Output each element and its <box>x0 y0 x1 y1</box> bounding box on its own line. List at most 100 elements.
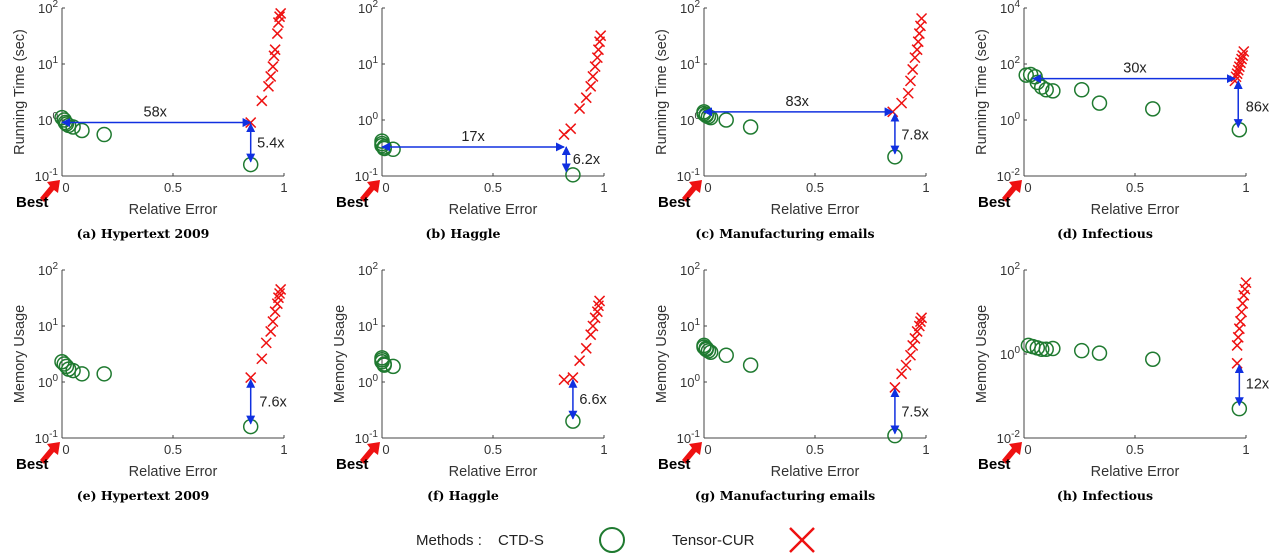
ctd-s-point <box>1045 340 1061 357</box>
y-tick-label: 104 <box>1000 0 1020 16</box>
x-tick-label: 1 <box>600 442 607 457</box>
tensor-cur-point <box>271 28 283 40</box>
tensor-cur-point <box>595 30 607 42</box>
ctd-s-point <box>96 126 112 143</box>
ctd-s-point <box>698 341 714 358</box>
tensor-cur-point <box>574 103 586 115</box>
chart-panel: 0 0.5 1 10-2 100 102 104 Relative Error Running … <box>974 0 1270 241</box>
chart-panel: 0 0.5 1 10-1 100 101 102 Relative Error Memory U… <box>654 261 930 503</box>
panel-caption: (h) Infectious <box>1057 488 1153 503</box>
x-tick-label: 0 <box>704 180 711 195</box>
tensor-cur-point <box>916 312 928 324</box>
y-tick-label: 10-1 <box>677 429 701 446</box>
x-tick-label: 0.5 <box>164 180 182 195</box>
tensor-cur-point <box>262 80 274 92</box>
ctd-s-point <box>1145 101 1161 117</box>
y-axis-label: Memory Usage <box>332 305 348 403</box>
ratio-label: 6.6x <box>579 392 607 408</box>
x-tick-label: 0.5 <box>484 180 502 195</box>
x-axis-label: Relative Error <box>771 202 860 218</box>
ratio-label: 83x <box>786 94 810 110</box>
x-tick-label: 0 <box>1024 442 1031 457</box>
x-tick-label: 1 <box>600 180 607 195</box>
chart-panel: 0 0.5 1 10-2 100 102 Relative Error Memory Usag… <box>974 261 1270 503</box>
best-label: Best <box>658 194 691 211</box>
y-tick-label: 10-2 <box>997 167 1021 184</box>
x-axis-label: Relative Error <box>1091 202 1180 218</box>
y-tick-label: 101 <box>358 317 378 334</box>
x-tick-label: 1 <box>1242 442 1249 457</box>
y-tick-label: 10-2 <box>997 429 1021 446</box>
tensor-cur-point <box>587 320 599 332</box>
tensor-cur-point <box>269 44 281 56</box>
ctd-s-point <box>74 122 90 139</box>
y-tick-label: 10-1 <box>35 167 59 184</box>
tensor-cur-point <box>256 353 268 365</box>
best-arrow-icon <box>40 180 60 202</box>
x-tick-label: 1 <box>280 442 287 457</box>
tensor-cur-point <box>900 359 912 371</box>
tensor-cur-point <box>269 306 281 318</box>
y-axis-label: Running Time (sec) <box>12 29 28 155</box>
tensor-cur-point <box>558 374 570 386</box>
x-tick-label: 0.5 <box>1126 442 1144 457</box>
ctd-s-point <box>700 343 717 359</box>
best-label: Best <box>978 456 1011 473</box>
tensor-cur-point <box>574 355 586 367</box>
tensor-cur-point <box>913 320 925 332</box>
y-tick-label: 101 <box>680 317 700 334</box>
x-tick-label: 0.5 <box>806 442 824 457</box>
x-tick-label: 0 <box>62 442 69 457</box>
chart-panel: 0 0.5 1 10-1 100 101 102 Relative Error Memory U… <box>12 261 288 503</box>
panel-caption: (g) Manufacturing emails <box>695 488 875 503</box>
tensor-cur-point <box>272 292 284 304</box>
ratio-label: 6.2x <box>573 152 601 168</box>
x-tick-label: 0.5 <box>806 180 824 195</box>
tensor-cur-point <box>274 11 286 23</box>
y-axis-label: Memory Usage <box>654 305 670 403</box>
best-arrow-icon <box>1002 180 1022 202</box>
ctd-s-point <box>1091 95 1108 111</box>
ctd-s-point <box>1145 351 1161 367</box>
x-tick-label: 1 <box>922 180 929 195</box>
y-tick-label: 102 <box>1000 261 1020 278</box>
tensor-cur-point <box>580 342 592 354</box>
tensor-cur-point <box>907 63 919 75</box>
ratio-label: 7.6x <box>259 394 287 410</box>
x-axis-label: Relative Error <box>771 464 860 480</box>
tensor-cur-point <box>1234 57 1246 69</box>
tensor-cur-point <box>909 332 921 344</box>
x-tick-label: 0 <box>1024 180 1031 195</box>
chart-panel: 0 0.5 1 10-1 100 101 102 Relative Error Best 17x 6… <box>336 0 608 241</box>
tensor-cur-point <box>904 75 916 87</box>
ctd-s-point <box>65 362 81 379</box>
tensor-cur-point <box>902 87 914 99</box>
tensor-cur-point <box>589 312 601 324</box>
best-arrow-icon <box>1002 442 1022 464</box>
y-tick-label: 100 <box>358 111 378 128</box>
y-tick-label: 101 <box>680 55 700 72</box>
ctd-s-point <box>718 347 734 364</box>
y-tick-label: 102 <box>680 261 700 278</box>
x-axis-label: Relative Error <box>1091 464 1180 480</box>
y-tick-label: 10-1 <box>355 429 379 446</box>
tensor-cur-point <box>1238 45 1250 58</box>
tensor-cur-point <box>1234 315 1246 327</box>
ratio-label: 7.5x <box>901 404 929 420</box>
legend-cur-marker <box>789 527 815 553</box>
ctd-s-point <box>374 353 390 370</box>
tensor-cur-point <box>585 80 597 92</box>
tensor-cur-point <box>909 52 921 64</box>
best-arrow-icon <box>40 442 60 464</box>
ctd-s-point <box>702 344 719 360</box>
best-label: Best <box>16 456 49 473</box>
legend-label-cur: Tensor-CUR <box>672 532 755 549</box>
y-tick-label: 10-1 <box>35 429 59 446</box>
y-tick-label: 102 <box>38 261 58 278</box>
y-axis-label: Running Time (sec) <box>974 29 990 155</box>
panel-caption: (c) Manufacturing emails <box>695 226 874 241</box>
tensor-cur-point <box>896 97 908 109</box>
x-axis-label: Relative Error <box>449 464 538 480</box>
